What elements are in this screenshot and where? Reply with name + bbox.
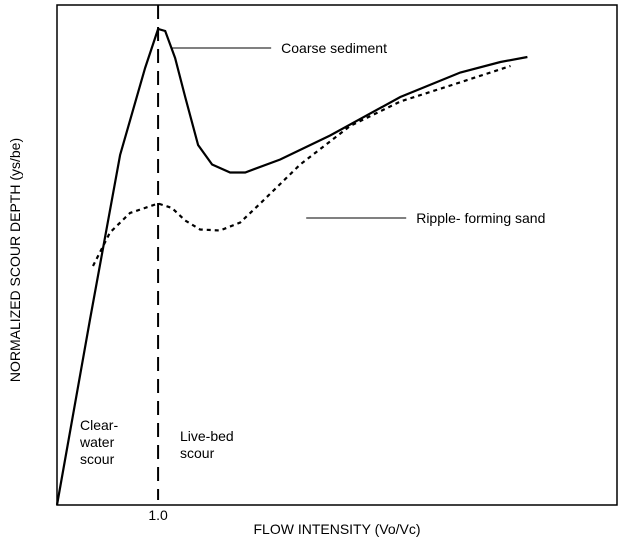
y-axis-label: NORMALIZED SCOUR DEPTH (ys/be) [7,138,23,382]
x-axis-label: FLOW INTENSITY (Vo/Vc) [254,521,421,537]
series-label: Coarse sediment [281,40,387,56]
region-label: scour [80,451,115,467]
region-label: water [79,434,115,450]
series-line [55,27,528,506]
region-label: Clear- [80,417,118,433]
x-tick-label: 1.0 [148,507,168,523]
region-label: scour [180,445,215,461]
series-line [92,64,511,267]
region-label: Live-bed [180,428,234,444]
series-label: Ripple- forming sand [416,210,545,226]
plot-frame [56,4,618,506]
